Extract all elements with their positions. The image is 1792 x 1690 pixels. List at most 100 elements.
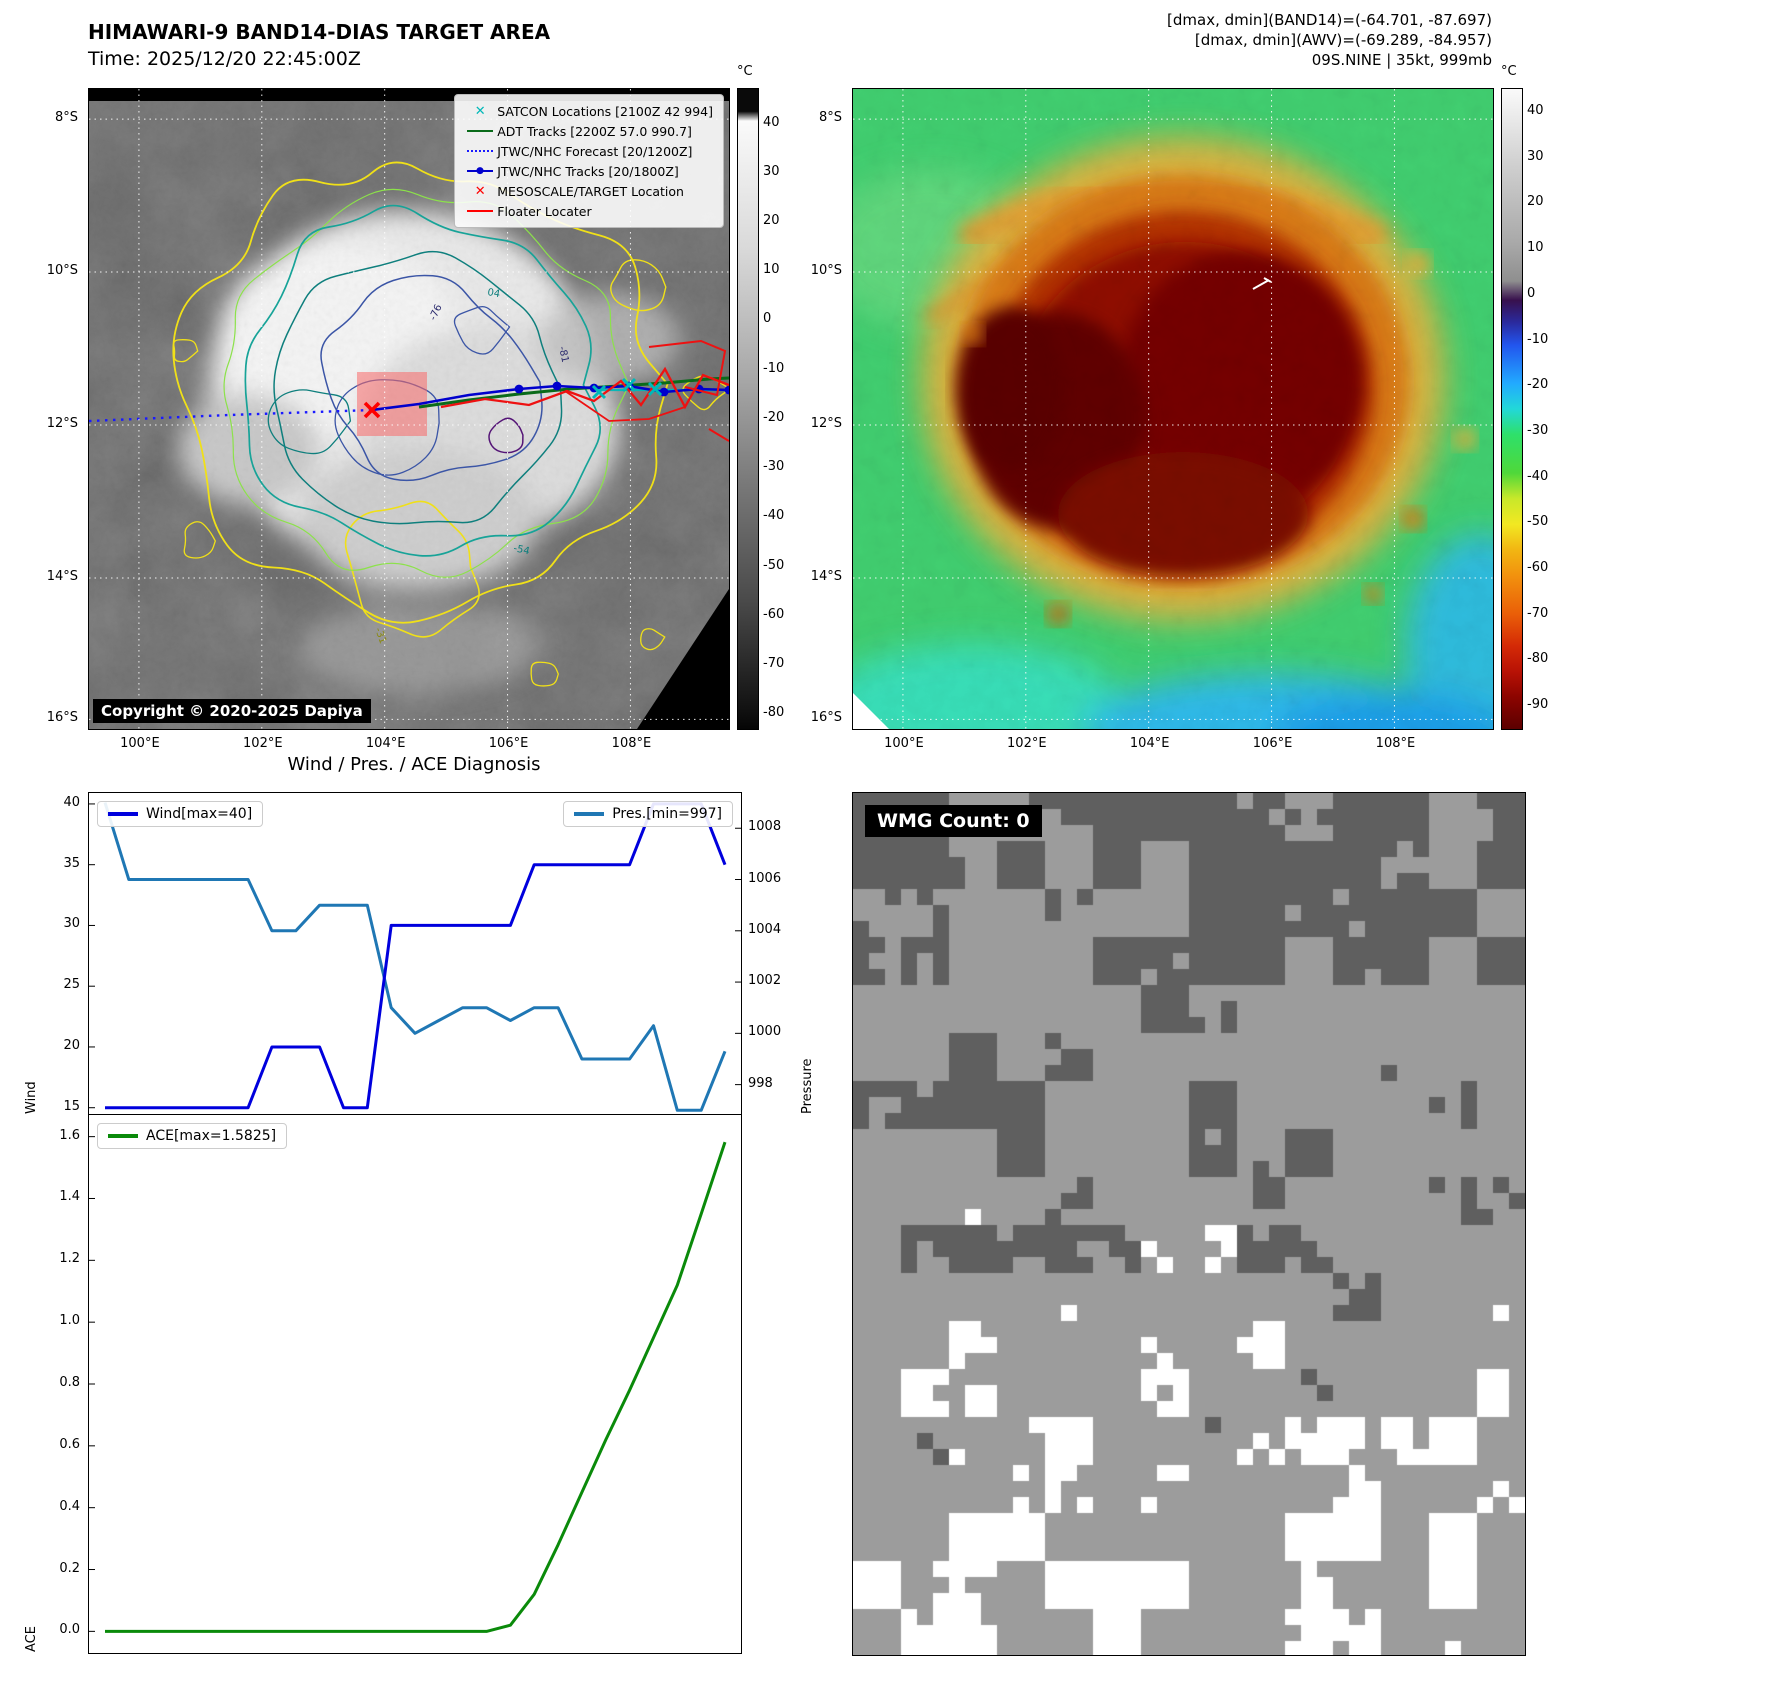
adt-track-line-icon <box>463 130 497 132</box>
lat-tick-label: 8°S <box>818 110 842 126</box>
wmg-panel: WMG Count: 0 <box>852 792 1526 1656</box>
colorbar-tick-label: 10 <box>763 262 780 278</box>
contour-line <box>273 250 563 525</box>
lat-tick-label: 12°S <box>46 416 78 431</box>
copyright-label: Copyright © 2020-2025 Dapiya <box>93 699 371 723</box>
awv-colorbar-unit: °C <box>1501 64 1517 79</box>
colorbar-tick-label: -40 <box>1527 468 1549 484</box>
storm-id-label: 09S.NINE | 35kt, 999mb <box>1311 51 1492 69</box>
pressure-tick-label: 998 <box>748 1075 773 1091</box>
contour-line <box>610 259 667 312</box>
colorbar-tick-label: -60 <box>1527 560 1549 575</box>
colorbar-tick-label: -80 <box>1527 651 1549 667</box>
pressure-legend-label: Pres.[min=997] <box>612 806 722 822</box>
legend-item-label: Floater Locater <box>497 203 592 219</box>
band14-legend: ✕ SATCON Locations [2100Z 42 994] ADT Trac… <box>454 94 724 228</box>
colorbar-tick-label: -70 <box>763 655 785 671</box>
satcon-x-markers <box>591 377 663 400</box>
wind-legend: Wind[max=40] <box>97 801 264 827</box>
colorbar-tick-label: 10 <box>1527 240 1544 256</box>
band14-colorbar <box>737 88 759 730</box>
legend-item: JTWC/NHC Forecast [20/1200Z] <box>463 141 713 161</box>
contour-line <box>453 305 511 355</box>
lon-tick-label: 100°E <box>884 736 924 751</box>
awv-lat-axis: 8°S 10°S 12°S 14°S 16°S <box>802 88 846 728</box>
band14-title: HIMAWARI-9 BAND14-DIAS TARGET AREA <box>88 20 551 44</box>
lat-tick-label: 14°S <box>810 568 842 584</box>
wind-line-icon <box>108 812 138 816</box>
colorbar-tick-label: 20 <box>763 212 780 228</box>
pressure-axis-label: Pressure <box>800 1058 815 1114</box>
pressure-line <box>103 802 727 1112</box>
wind-tick-label: 30 <box>63 916 80 932</box>
contour-value-label: 04 <box>486 287 500 300</box>
band14-lat-axis: 8°S 10°S 12°S 14°S 16°S <box>38 88 82 728</box>
wind-axis-label: Wind <box>24 1081 39 1114</box>
diagnosis-title: Wind / Pres. / ACE Diagnosis <box>287 754 541 775</box>
ace-tick-label: 0.4 <box>59 1498 80 1514</box>
lon-tick-label: 102°E <box>243 736 283 751</box>
lon-tick-label: 104°E <box>365 736 406 751</box>
colorbar-tick-label: -50 <box>1527 514 1549 530</box>
wind-line <box>105 802 727 1110</box>
colorbar-tick-label: 30 <box>763 163 780 179</box>
lat-tick-label: 14°S <box>46 568 78 584</box>
ace-chart: ACE[max=1.5825] <box>88 1114 742 1654</box>
legend-item: ✕ SATCON Locations [2100Z 42 994] <box>463 101 713 121</box>
lat-tick-label: 10°S <box>46 263 78 279</box>
ace-line-icon <box>108 1134 138 1138</box>
colorbar-tick-label: -50 <box>763 557 785 573</box>
target-x-icon: ✕ <box>474 183 486 199</box>
band14-satellite-map: -76 -81 04 -54 -31 ✕ SATCON Locations [2100Z … <box>88 88 730 730</box>
pressure-tick-label: 1004 <box>748 921 782 937</box>
lon-tick-label: 108°E <box>1375 736 1416 751</box>
legend-item-label: JTWC/NHC Tracks [20/1800Z] <box>497 163 679 179</box>
awv-colorbar-ticks: 40 30 20 10 0 -10 -20 -30 -40 -50 -60 -70 -80 -90 <box>1527 88 1571 728</box>
pressure-axis-ticks: 1008 1006 1004 1002 1000 998 <box>746 792 790 1114</box>
colorbar-tick-label: 0 <box>763 311 772 327</box>
colorbar-tick-label: -30 <box>1527 422 1549 438</box>
lon-tick-label: 100°E <box>120 736 160 751</box>
colorbar-tick-label: -20 <box>1527 377 1549 393</box>
pressure-legend: Pres.[min=997] <box>563 801 733 827</box>
wind-axis-ticks: 40 35 30 25 20 15 <box>46 792 82 1114</box>
pressure-tick-label: 1006 <box>748 870 782 886</box>
floater-line-icon <box>463 210 497 212</box>
awv-lon-axis: 100°E 102°E 104°E 106°E 108°E <box>852 734 1492 754</box>
contour-line <box>488 417 524 454</box>
lat-tick-label: 16°S <box>46 710 78 726</box>
legend-item: Floater Locater <box>463 201 713 221</box>
colorbar-tick-label: 40 <box>763 114 780 130</box>
band14-colorbar-ticks: 40 30 20 10 0 -10 -20 -30 -40 -50 -60 -70 -80 <box>763 88 803 728</box>
wind-tick-label: 15 <box>63 1098 80 1114</box>
wind-pressure-chart: Wind[max=40] Pres.[min=997] <box>88 792 742 1116</box>
track-line-dot-icon <box>463 167 497 175</box>
ace-axis-ticks: 1.6 1.4 1.2 1.0 0.8 0.6 0.4 0.2 0.0 <box>46 1114 82 1652</box>
contour-value-label: -54 <box>512 543 530 557</box>
legend-item-label: SATCON Locations [2100Z 42 994] <box>497 103 713 119</box>
legend-item: JTWC/NHC Tracks [20/1800Z] <box>463 161 713 181</box>
ace-tick-label: 1.0 <box>59 1313 80 1329</box>
colorbar-tick-label: -40 <box>763 508 785 524</box>
awv-colorbar <box>1501 88 1523 730</box>
pressure-tick-label: 1008 <box>748 819 782 835</box>
pressure-tick-label: 1002 <box>748 973 782 989</box>
ace-tick-label: 0.2 <box>59 1560 80 1576</box>
image-corner-blank <box>853 693 889 729</box>
band14-time-label: Time: 2025/12/20 22:45:00Z <box>88 48 361 70</box>
mesoscale-target-x <box>363 401 381 419</box>
dmax-dmin-awv-label: [dmax, dmin](AWV)=(-69.289, -84.957) <box>1194 31 1492 49</box>
lon-tick-label: 106°E <box>488 736 529 751</box>
contour-line <box>320 274 543 482</box>
colorbar-tick-label: -70 <box>1527 605 1549 621</box>
contour-line <box>183 521 217 559</box>
awv-gridlines <box>853 89 1493 729</box>
contour-line <box>344 500 480 638</box>
lat-tick-label: 16°S <box>810 710 842 726</box>
legend-item: ADT Tracks [2200Z 57.0 990.7] <box>463 121 713 141</box>
lat-tick-label: 8°S <box>54 110 78 126</box>
colorbar-tick-label: -80 <box>763 705 785 721</box>
band14-gridlines <box>89 89 729 729</box>
wind-tick-label: 40 <box>63 794 80 810</box>
lon-tick-label: 106°E <box>1252 736 1293 751</box>
